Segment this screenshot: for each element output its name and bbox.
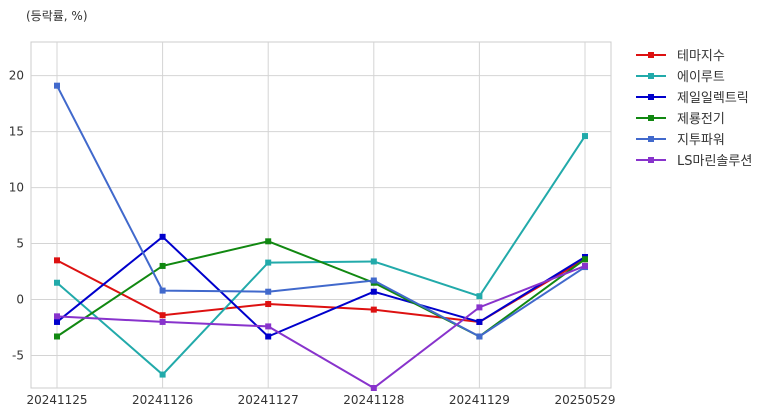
- legend-item: 에이루트: [636, 70, 725, 85]
- data-point: [54, 257, 60, 264]
- legend-item: 제룡전기: [636, 112, 725, 127]
- legend-item: 테마지수: [636, 49, 725, 64]
- data-point: [159, 262, 166, 269]
- data-point: [265, 238, 272, 245]
- data-point: [159, 312, 166, 319]
- data-point: [159, 233, 166, 240]
- data-point: [370, 288, 377, 295]
- data-point: [370, 385, 377, 391]
- data-point: [370, 258, 377, 265]
- y-tick-label: 10: [9, 181, 24, 195]
- legend-label: 제룡전기: [677, 112, 725, 127]
- y-tick-label: 5: [16, 237, 24, 251]
- x-tick-label: 20241128: [343, 393, 404, 407]
- data-point: [54, 82, 60, 89]
- legend-label: 지투파워: [677, 133, 725, 148]
- data-point: [476, 293, 483, 300]
- data-point: [159, 371, 166, 378]
- plot-area: [30, 41, 612, 389]
- legend-label: 테마지수: [677, 49, 725, 64]
- y-axis-ticks: -5 0 5 10 15 20: [9, 69, 24, 363]
- data-point: [159, 287, 166, 294]
- data-point: [370, 277, 377, 284]
- legend-marker: [648, 73, 654, 79]
- data-point: [476, 304, 483, 311]
- y-tick-label: 20: [9, 69, 24, 83]
- data-point: [54, 333, 60, 340]
- legend-marker: [648, 52, 654, 58]
- legend-label: 제일일렉트릭: [677, 91, 749, 106]
- y-tick-label: 15: [9, 125, 24, 139]
- data-point: [582, 133, 588, 140]
- data-point: [582, 262, 588, 269]
- data-point: [54, 318, 60, 325]
- data-point: [265, 301, 272, 308]
- y-tick-label: -5: [12, 349, 24, 363]
- data-point: [265, 288, 272, 295]
- legend-item: 제일일렉트릭: [636, 91, 749, 106]
- x-tick-label: 20241129: [449, 393, 510, 407]
- series-line: [56, 235, 586, 338]
- data-point: [159, 318, 166, 325]
- series-line: [56, 85, 586, 338]
- series-6: [54, 262, 588, 391]
- series-line: [56, 265, 586, 390]
- legend-label: LS마린솔루션: [677, 154, 752, 169]
- x-tick-label: 20241125: [26, 393, 87, 407]
- data-point: [582, 256, 588, 263]
- data-point: [476, 318, 483, 325]
- data-point: [265, 323, 272, 330]
- data-point: [54, 279, 60, 286]
- legend-item: LS마린솔루션: [636, 154, 752, 169]
- series-line: [56, 240, 586, 338]
- x-axis-ticks: 20241125 20241126 20241127 20241128 20241129…: [26, 393, 615, 407]
- data-point: [54, 313, 60, 320]
- legend-marker: [648, 94, 654, 100]
- x-tick-label: 20241127: [238, 393, 299, 407]
- unit-label: (등락률, %): [26, 9, 88, 23]
- x-tick-label: 20250529: [554, 393, 615, 407]
- series-lines: [54, 82, 588, 391]
- legend-item: 지투파워: [636, 133, 725, 148]
- grid-lines: [31, 42, 611, 388]
- data-point: [265, 333, 272, 340]
- data-point: [476, 333, 483, 340]
- legend-label: 에이루트: [677, 70, 725, 85]
- y-tick-label: 0: [16, 293, 24, 307]
- legend-marker: [648, 115, 654, 121]
- x-tick-label: 20241126: [132, 393, 193, 407]
- legend-marker: [648, 157, 654, 163]
- legend-marker: [648, 136, 654, 142]
- data-point: [370, 306, 377, 313]
- data-point: [265, 259, 272, 266]
